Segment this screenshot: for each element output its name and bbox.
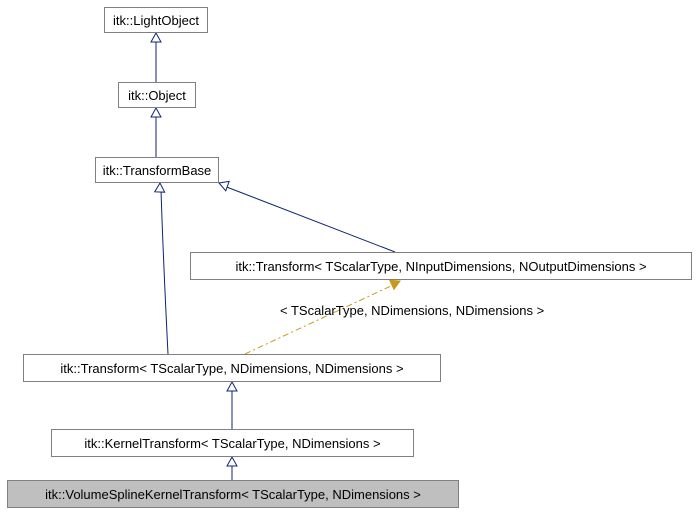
node-transformio: itk::Transform< TScalarType, NInputDimen… <box>190 252 692 280</box>
edge-inherit-4 <box>227 382 237 429</box>
node-label: itk::Transform< TScalarType, NDimensions… <box>58 361 405 376</box>
edge-inherit-3 <box>155 183 168 354</box>
node-lightobject: itk::LightObject <box>104 7 208 33</box>
node-label: itk::VolumeSplineKernelTransform< TScala… <box>43 487 423 502</box>
arrowhead <box>227 382 237 391</box>
node-label: itk::Object <box>126 88 188 103</box>
edge-inherit-2 <box>219 181 395 252</box>
arrowhead <box>151 108 161 117</box>
node-label: itk::TransformBase <box>101 163 214 178</box>
node-object: itk::Object <box>118 82 196 108</box>
edge-inherit-0 <box>151 33 161 82</box>
edge-label-template_args: < TScalarType, NDimensions, NDimensions … <box>280 303 544 318</box>
arrowhead <box>219 181 229 190</box>
node-kerneltransform: itk::KernelTransform< TScalarType, NDime… <box>51 429 414 457</box>
diagram-canvas: itk::LightObjectitk::Objectitk::Transfor… <box>0 0 699 515</box>
edge-inherit-1 <box>151 108 161 157</box>
arrowhead <box>227 457 237 466</box>
arrowhead <box>151 33 161 42</box>
node-label: itk::Transform< TScalarType, NInputDimen… <box>233 259 648 274</box>
edge-inherit-5 <box>227 457 237 480</box>
node-label: itk::KernelTransform< TScalarType, NDime… <box>82 436 382 451</box>
node-volumespline: itk::VolumeSplineKernelTransform< TScala… <box>7 480 459 508</box>
node-transformnd: itk::Transform< TScalarType, NDimensions… <box>23 354 441 382</box>
node-label: itk::LightObject <box>111 13 201 28</box>
arrowhead <box>390 280 400 289</box>
node-transformbase: itk::TransformBase <box>95 157 219 183</box>
arrowhead <box>155 183 165 192</box>
